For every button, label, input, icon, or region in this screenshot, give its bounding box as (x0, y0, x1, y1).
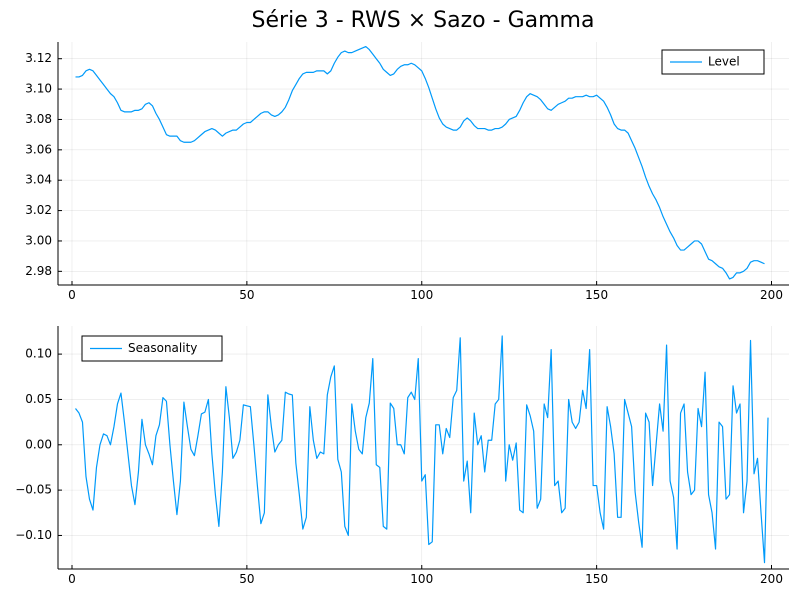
level-x-tick-label: 50 (239, 288, 254, 302)
level-y-tick-label: 3.08 (25, 112, 52, 126)
seasonality-y-tick-label: −0.10 (15, 528, 52, 542)
level-y-tick-label: 3.00 (25, 233, 52, 247)
seasonality-x-tick-label: 200 (760, 572, 783, 586)
level-y-tick-label: 3.12 (25, 51, 52, 65)
level-y-tick-label: 3.10 (25, 82, 52, 96)
seasonality-x-tick-label: 0 (68, 572, 76, 586)
level-series-line (75, 45, 765, 280)
level-x-tick-label: 150 (585, 288, 608, 302)
seasonality-series-line (75, 335, 769, 564)
seasonality-panel: 0 50 100 150 200 −0.10 −0.05 0.00 0.05 0.10 Season… (15, 326, 789, 586)
seasonality-x-tick-label: 50 (239, 572, 254, 586)
seasonality-x-tick-label: 100 (410, 572, 433, 586)
level-panel: 0 50 100 150 200 2.98 3.00 3.02 3.04 3.06 3.08 3.10… (25, 42, 789, 302)
level-y-tick-label: 3.06 (25, 142, 52, 156)
level-legend-label: Level (708, 55, 740, 69)
seasonality-x-tick-label: 150 (585, 572, 608, 586)
seasonality-y-tick-label: 0.00 (25, 437, 52, 451)
level-x-tick-label: 200 (760, 288, 783, 302)
seasonality-legend-label: Seasonality (128, 341, 197, 355)
seasonality-y-tick-label: 0.05 (25, 392, 52, 406)
level-y-tick-label: 3.04 (25, 173, 52, 187)
level-x-tick-label: 100 (410, 288, 433, 302)
seasonality-y-tick-label: 0.10 (25, 347, 52, 361)
seasonality-y-tick-label: −0.05 (15, 483, 52, 497)
chart-title: Série 3 - RWS × Sazo - Gamma (252, 8, 595, 33)
level-y-tick-label: 3.02 (25, 203, 52, 217)
level-y-tick-label: 2.98 (25, 264, 52, 278)
level-x-tick-label: 0 (68, 288, 76, 302)
